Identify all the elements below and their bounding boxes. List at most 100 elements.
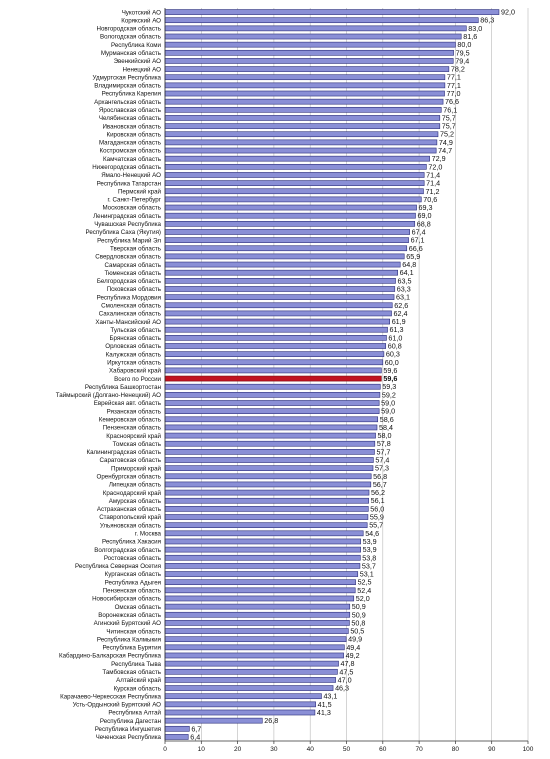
bar <box>164 725 190 732</box>
value-label: 75,7 <box>442 113 456 122</box>
bar <box>164 294 395 300</box>
category-label: Чеченская Республика <box>96 734 162 741</box>
bar <box>164 74 446 81</box>
value-label: 59,0 <box>381 407 395 416</box>
value-label: 43,1 <box>323 692 337 701</box>
category-label: Брянская область <box>109 335 161 342</box>
bar <box>164 546 361 553</box>
category-label: Пензенская область <box>103 425 161 432</box>
category-label: Ненецкий АО <box>123 66 162 73</box>
value-label: 72,9 <box>432 154 446 163</box>
value-label: 49,9 <box>348 635 362 644</box>
category-label: Республика Саха (Якутия) <box>85 229 161 236</box>
value-label: 55,9 <box>370 513 384 522</box>
bar <box>164 644 345 651</box>
value-label: 58,6 <box>380 415 394 424</box>
category-label: Челябинская область <box>99 115 161 122</box>
bar <box>164 538 361 545</box>
bar <box>164 408 380 414</box>
bar <box>164 465 374 471</box>
value-label: 52,0 <box>356 594 370 603</box>
category-label: Оренбургская область <box>97 474 161 481</box>
x-tick-label: 40 <box>307 746 315 753</box>
value-label: 58,4 <box>379 423 393 432</box>
x-axis: 0 10 20 30 40 50 60 70 80 90 100 <box>163 8 534 753</box>
category-label: Тюменская область <box>104 270 161 277</box>
bar <box>164 41 456 48</box>
category-label: Архангельская область <box>94 99 161 106</box>
value-label: 71,4 <box>426 179 440 188</box>
bar <box>164 554 361 561</box>
category-label: Карачаево-Черкесская Республика <box>60 693 161 700</box>
category-label: Белгородская область <box>97 278 161 285</box>
bar <box>164 432 376 439</box>
category-label: Рязанская область <box>107 408 161 415</box>
value-label: 64,8 <box>402 260 416 269</box>
category-label: Томская область <box>113 441 161 448</box>
bar <box>164 286 396 292</box>
value-label: 50,9 <box>352 602 366 611</box>
category-label: Иркутская область <box>107 359 161 366</box>
category-label: Читинская область <box>106 628 161 635</box>
bar <box>164 17 479 24</box>
value-label: 72,0 <box>428 162 442 171</box>
value-label: 60,0 <box>385 358 399 367</box>
value-label: 92,0 <box>501 8 515 17</box>
bar <box>164 457 374 463</box>
bar <box>164 204 417 211</box>
category-label: Республика Мордовия <box>97 294 161 301</box>
bar <box>164 734 189 740</box>
bar <box>164 237 409 243</box>
bar <box>164 424 378 431</box>
bar <box>164 481 372 488</box>
value-label: 61,0 <box>388 333 402 342</box>
bar <box>164 147 437 154</box>
value-label: 60,3 <box>386 350 400 359</box>
bar <box>164 693 322 700</box>
bar <box>164 188 424 195</box>
bar <box>164 335 387 341</box>
value-label: 64,1 <box>400 268 414 277</box>
category-label: Волгоградская область <box>94 547 161 554</box>
category-label: Московская область <box>102 205 161 212</box>
category-label: Кировская область <box>106 131 161 138</box>
value-label: 75,7 <box>442 122 456 131</box>
value-label: 68,8 <box>417 219 431 228</box>
bar <box>164 139 438 146</box>
value-label: 78,2 <box>451 65 465 74</box>
category-label: Омская область <box>115 604 161 611</box>
bar-total-russia <box>164 375 382 382</box>
category-label: Владимирская область <box>94 83 161 90</box>
category-label: Республика Калмыкия <box>97 636 161 643</box>
bar <box>164 318 390 325</box>
value-label: 50,9 <box>352 610 366 619</box>
value-label: 62,6 <box>394 301 408 310</box>
bar <box>164 522 368 528</box>
value-label: 56,7 <box>373 480 387 489</box>
bar <box>164 58 454 64</box>
category-label: Алтайский край <box>116 677 161 684</box>
value-label: 53,9 <box>363 545 377 554</box>
category-label: Краснодарский край <box>103 490 162 497</box>
bar <box>164 310 392 317</box>
category-label: Астраханская область <box>97 506 161 513</box>
bar <box>164 636 347 643</box>
category-label: г. Санкт-Петербург <box>108 197 162 204</box>
value-label: 71,2 <box>425 187 439 196</box>
value-label: 63,5 <box>398 276 412 285</box>
value-label: 41,5 <box>318 700 332 709</box>
bar <box>164 261 401 268</box>
bar <box>164 701 316 708</box>
category-label: Ивановская область <box>102 123 161 130</box>
category-label: Чувашская Республика <box>94 221 161 228</box>
value-label: 61,3 <box>390 325 404 334</box>
bar <box>164 49 454 56</box>
x-tick-label: 70 <box>415 746 423 753</box>
gridlines <box>164 8 529 741</box>
x-tick-label: 20 <box>234 746 242 753</box>
category-label: Сахалинская область <box>99 311 161 318</box>
value-label: 57,3 <box>375 464 389 473</box>
bar <box>164 196 422 203</box>
bar <box>164 416 379 423</box>
